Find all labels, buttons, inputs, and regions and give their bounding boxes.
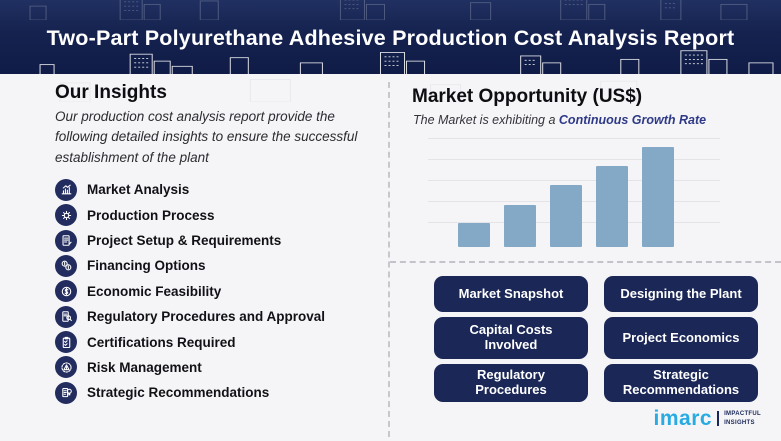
list-item: Production Process: [55, 204, 385, 227]
list-item: Strategic Recommendations: [55, 381, 385, 404]
section-buttons: Market Snapshot Designing the Plant Capi…: [434, 276, 758, 402]
subtitle-highlight: Continuous Growth Rate: [558, 113, 707, 127]
market-snapshot-button[interactable]: Market Snapshot: [434, 276, 588, 312]
logo-tagline: IMPACTFUL INSIGHTS: [724, 410, 761, 426]
list-item: Risk Management: [55, 356, 385, 379]
city-skyline-icon: [39, 50, 774, 74]
designing-plant-button[interactable]: Designing the Plant: [604, 276, 758, 312]
insight-label: Project Setup & Requirements: [87, 233, 282, 249]
chart-baseline: [390, 261, 781, 263]
chart-bar: [550, 185, 582, 247]
risk-management-icon: [55, 356, 77, 379]
project-economics-button[interactable]: Project Economics: [604, 317, 758, 359]
insight-label: Certifications Required: [87, 334, 236, 350]
header-banner: Two-Part Polyurethane Adhesive Productio…: [0, 0, 781, 74]
list-item: Economic Feasibility: [55, 280, 385, 303]
insights-panel: Our Insights Our production cost analysi…: [55, 82, 385, 404]
market-analysis-icon: [55, 178, 77, 201]
insights-title: Our Insights: [55, 82, 167, 103]
insights-list: Market Analysis Production Process Proje…: [55, 178, 385, 404]
chart-bar: [596, 166, 628, 247]
imarc-brand-text: imarc: [653, 407, 713, 430]
strategic-recommendations-button[interactable]: Strategic Recommendations: [604, 364, 758, 402]
economic-feasibility-icon: [55, 280, 77, 303]
chart-bar: [458, 223, 490, 247]
market-title: Market Opportunity (US$): [412, 86, 643, 107]
insight-label: Regulatory Procedures and Approval: [87, 309, 326, 325]
list-item: Certifications Required: [55, 331, 385, 354]
city-skyline-icon: [29, 0, 748, 20]
content-area: Our Insights Our production cost analysi…: [0, 74, 781, 441]
list-item: Regulatory Procedures and Approval: [55, 305, 385, 328]
project-setup-icon: [55, 229, 77, 252]
market-subtitle: The Market is exhibiting a Continuous Gr…: [413, 113, 706, 127]
panel-divider: [388, 82, 390, 437]
list-item: Financing Options: [55, 254, 385, 277]
imarc-logo: imarc IMPACTFUL INSIGHTS: [654, 408, 761, 429]
insight-label: Production Process: [87, 207, 215, 223]
list-item: Project Setup & Requirements: [55, 229, 385, 252]
capital-costs-button[interactable]: Capital Costs Involved: [434, 317, 588, 359]
subtitle-prefix: The Market is exhibiting a: [413, 113, 559, 127]
production-process-icon: [55, 204, 77, 227]
chart-bars: [458, 147, 674, 247]
growth-bar-chart: [428, 136, 720, 247]
logo-divider: [717, 411, 720, 426]
insight-label: Market Analysis: [87, 182, 190, 198]
financing-options-icon: [55, 254, 77, 277]
tagline-line1: IMPACTFUL: [724, 411, 761, 418]
insight-label: Economic Feasibility: [87, 283, 222, 299]
certifications-icon: [55, 331, 77, 354]
regulatory-procedures-icon: [55, 305, 77, 328]
tagline-line2: INSIGHTS: [724, 419, 755, 426]
page-title: Two-Part Polyurethane Adhesive Productio…: [46, 26, 735, 50]
list-item: Market Analysis: [55, 178, 385, 201]
strategic-recommendations-icon: [55, 381, 77, 404]
regulatory-procedures-button[interactable]: Regulatory Procedures: [434, 364, 588, 402]
insight-label: Strategic Recommendations: [87, 385, 270, 401]
chart-bar: [642, 147, 674, 247]
insights-description: Our production cost analysis report prov…: [55, 109, 358, 165]
insight-label: Financing Options: [87, 258, 206, 274]
chart-bar: [504, 205, 536, 247]
watermark-skyline-icon: [59, 79, 638, 102]
insight-label: Risk Management: [87, 359, 202, 375]
